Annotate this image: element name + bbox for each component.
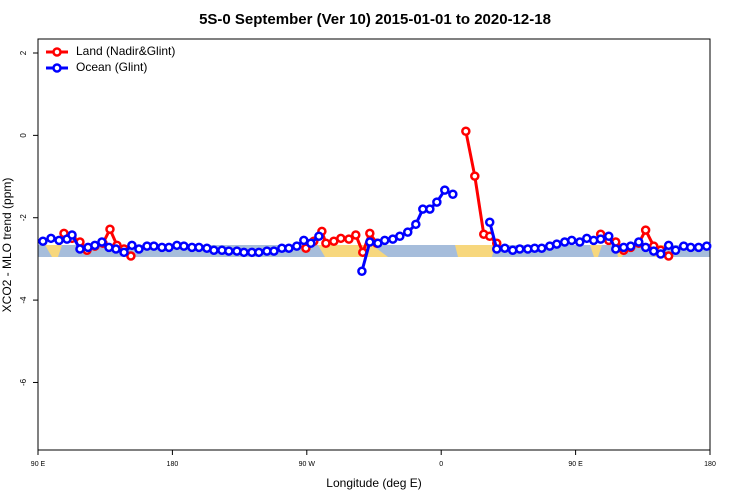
data-point [365, 237, 375, 247]
series-line [42, 188, 707, 272]
data-point [105, 224, 115, 235]
data-point [75, 244, 85, 254]
legend-marker [52, 47, 62, 57]
data-point [357, 266, 367, 277]
data-point [224, 246, 234, 256]
data-point [134, 244, 144, 254]
data-point [321, 238, 331, 249]
data-point [536, 243, 547, 253]
data-point [239, 247, 249, 258]
data-point [284, 243, 294, 253]
data-point [269, 246, 279, 256]
data-point [126, 251, 136, 261]
data-point [90, 240, 100, 251]
data-point [344, 234, 354, 244]
y-tick-label: -6 [19, 378, 28, 386]
data-point [461, 126, 471, 136]
land-patch [590, 245, 602, 257]
y-tick-label: -2 [19, 214, 28, 222]
data-point [38, 236, 48, 246]
data-point [701, 241, 712, 251]
chart-title: 5S-0 September (Ver 10) 2015-01-01 to 20… [199, 11, 551, 28]
legend-label: Ocean (Glint) [76, 60, 147, 74]
data-point [46, 233, 56, 244]
data-point [625, 241, 636, 251]
data-point [164, 242, 174, 253]
data-point [336, 233, 346, 244]
data-point [611, 244, 621, 254]
data-point [448, 189, 458, 200]
data-point [492, 244, 502, 254]
data-point [634, 237, 644, 247]
data-point [552, 239, 562, 249]
land-patch [318, 245, 388, 257]
data-point [149, 241, 159, 251]
y-tick-label: 2 [19, 50, 28, 55]
x-tick-label: 90 W [299, 461, 316, 468]
data-point [351, 230, 361, 240]
land-patch [455, 245, 495, 257]
data-point [306, 238, 316, 249]
data-point [655, 249, 666, 259]
data-point [111, 244, 121, 254]
data-point [425, 204, 435, 214]
data-point [514, 244, 525, 254]
data-point [663, 251, 674, 261]
data-point [402, 227, 413, 237]
y-axis-label: XCO2 - MLO trend (ppm) [0, 178, 14, 313]
series-line [63, 130, 670, 258]
legend-marker [52, 63, 62, 73]
data-point [663, 240, 674, 251]
data-point [640, 225, 651, 235]
data-point [254, 247, 264, 258]
data-point [395, 231, 405, 242]
y-tick-label: -4 [19, 296, 28, 304]
legend-label: Land (Nadir&Glint) [76, 44, 175, 58]
data-point [566, 235, 577, 246]
data-point [432, 197, 442, 207]
land-patch [45, 245, 62, 257]
data-point [179, 241, 189, 251]
data-point [500, 243, 510, 253]
data-point [97, 237, 107, 247]
data-point [54, 235, 64, 246]
data-point [380, 235, 390, 246]
data-point [440, 185, 450, 195]
data-point [209, 245, 219, 256]
x-tick-label: 180 [167, 461, 179, 468]
data-point [314, 231, 324, 242]
data-point [693, 242, 704, 253]
y-tick-label: 0 [19, 133, 28, 138]
data-point [575, 237, 585, 247]
data-point [127, 240, 137, 251]
data-point [411, 219, 421, 230]
data-point [685, 242, 696, 253]
data-point [119, 247, 129, 258]
data-point [640, 242, 651, 253]
data-point [470, 171, 480, 181]
data-point [365, 228, 375, 239]
data-point [670, 245, 681, 256]
data-point [67, 230, 77, 240]
x-axis-label: Longitude (deg E) [326, 476, 421, 490]
data-point [194, 242, 204, 253]
x-tick-label: 90 E [31, 461, 46, 468]
data-point [484, 217, 495, 228]
x-tick-label: 0 [439, 461, 443, 468]
data-point [604, 231, 614, 242]
x-tick-label: 90 E [568, 461, 583, 468]
data-point [292, 241, 302, 251]
x-tick-label: 180 [704, 461, 716, 468]
data-point [595, 234, 606, 244]
